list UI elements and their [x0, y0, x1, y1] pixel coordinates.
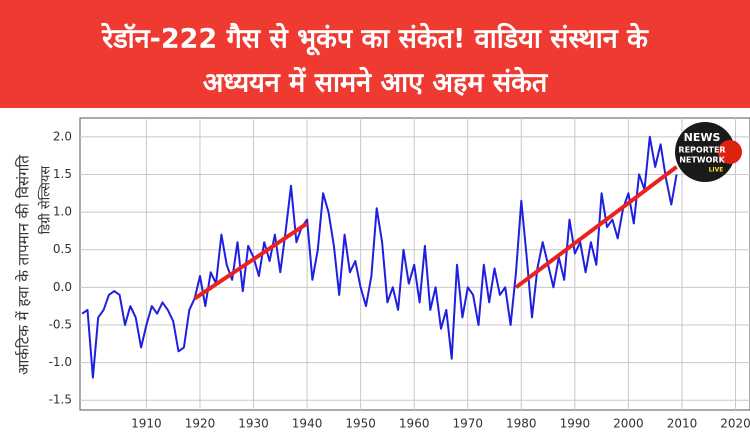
logo-badge: [675, 122, 735, 182]
y-axis-label: आर्कटिक में हवा के तापमान की विसंगति: [15, 155, 33, 375]
y-tick-label: 1.5: [53, 167, 72, 181]
trend-line: [514, 165, 678, 289]
x-tick-label: 2000: [613, 417, 644, 431]
y-tick-label: 2.0: [53, 129, 72, 143]
logo-accent: [718, 140, 742, 164]
x-tick-label: 1940: [292, 417, 323, 431]
y-tick-label: 0.5: [53, 242, 72, 256]
x-tick-label: 1980: [506, 417, 537, 431]
x-tick-label: 1950: [345, 417, 376, 431]
x-tick-label: 1920: [185, 417, 216, 431]
logo-text: LIVE: [709, 167, 724, 174]
x-tick-label: 2010: [667, 417, 698, 431]
channel-logo: NEWS REPORTER NETWORK LIVE: [675, 122, 742, 182]
y-tick-label: -1.0: [49, 355, 72, 369]
headline-line: रेडॉन-222 गैस से भूकंप का संकेत! वाडिया …: [101, 23, 649, 57]
y-axis-unit: डिग्री सेल्सियस: [38, 166, 54, 235]
y-tick-label: 0.0: [53, 280, 72, 294]
logo-text: REPORTER: [678, 146, 725, 155]
headline-banner: [0, 0, 750, 108]
y-tick-label: -0.5: [49, 317, 72, 331]
logo-text: NETWORK: [679, 156, 725, 165]
x-tick-label: 2020: [720, 417, 750, 431]
y-tick-label: 1.0: [53, 205, 72, 219]
x-tick-label: 1930: [238, 417, 269, 431]
data-line: [81, 135, 678, 379]
x-tick-label: 1960: [399, 417, 430, 431]
headline-line: अध्ययन में सामने आए अहम संकेत: [203, 67, 549, 99]
logo-text: NEWS: [684, 131, 721, 144]
trend-line: [193, 221, 309, 301]
x-tick-label: 1910: [131, 417, 162, 431]
x-tick-label: 1990: [560, 417, 591, 431]
x-tick-label: 1970: [452, 417, 483, 431]
y-tick-label: -1.5: [49, 393, 72, 407]
plot-area: [79, 117, 750, 411]
